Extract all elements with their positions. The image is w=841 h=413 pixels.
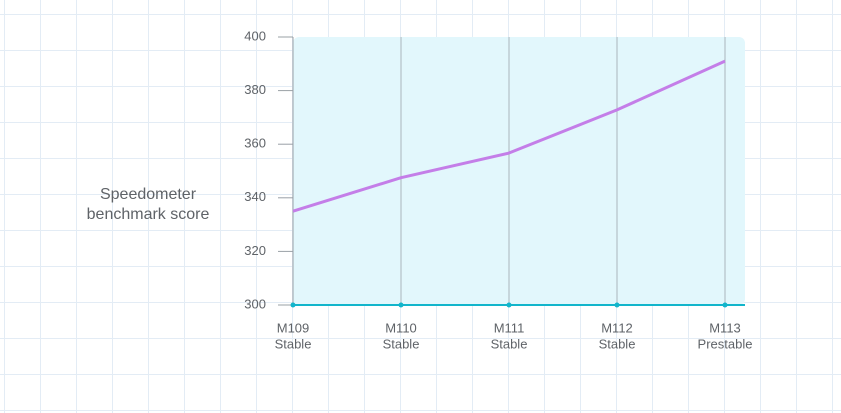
x-axis-dot [290,302,296,308]
y-tick-label: 300 [244,296,266,311]
x-axis-dot [398,302,404,308]
y-axis-label: Speedometer [100,186,197,203]
x-tick-label: Stable [491,336,528,351]
y-axis-label: benchmark score [87,206,210,223]
x-axis-dot [722,302,728,308]
x-axis-dot [614,302,620,308]
plot-area [293,37,745,305]
series-line [292,59,726,213]
x-tick-label: M109 [277,320,310,335]
x-tick-label: M110 [385,320,417,335]
y-tick-label: 400 [244,28,266,43]
y-tick-label: 360 [244,136,266,151]
x-tick-label: Stable [275,336,312,351]
x-tick-label: M112 [601,320,633,335]
y-tick-label: 380 [244,82,266,97]
y-tick-label: 320 [244,243,266,258]
x-tick-label: Stable [599,336,636,351]
x-tick-label: M111 [494,320,525,335]
y-tick-label: 340 [244,189,266,204]
x-axis-dot [506,302,512,308]
x-tick-label: Prestable [698,336,753,351]
x-tick-label: M113 [709,320,741,335]
x-tick-label: Stable [383,336,420,351]
